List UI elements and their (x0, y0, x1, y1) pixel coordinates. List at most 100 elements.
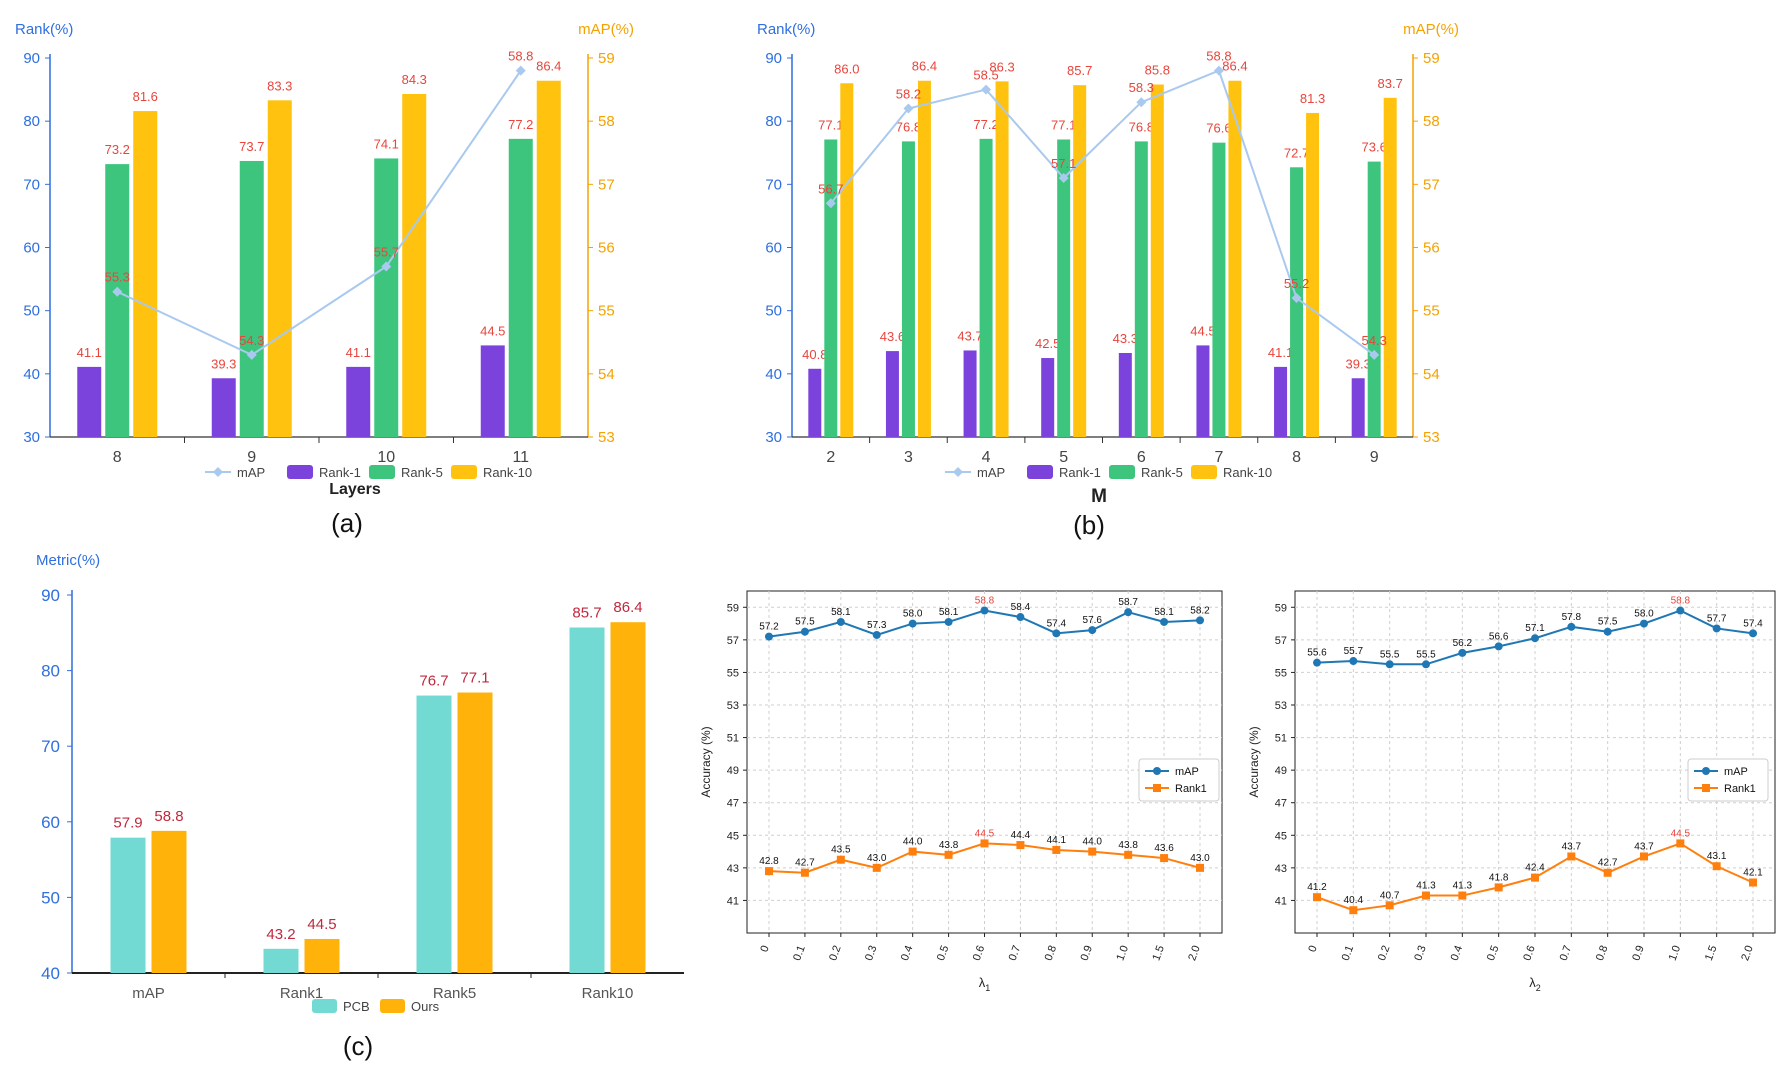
bar-value-label: 86.4 (613, 599, 642, 616)
legend-label: Ours (411, 999, 440, 1014)
bar-rank-1 (1274, 366, 1288, 437)
right-tick-label: 54 (1423, 366, 1440, 383)
map-value-label: 58.3 (1129, 80, 1154, 95)
bar-value-label: 41.1 (346, 345, 371, 360)
bar-value-label: 77.1 (460, 670, 489, 687)
right-tick-label: 53 (1423, 429, 1440, 446)
point-value-label: 42.7 (795, 858, 815, 869)
map-value-label: 54.3 (239, 333, 264, 348)
left-tick-label: 90 (765, 50, 782, 67)
bar-rank-10 (840, 83, 854, 438)
y-tick-label: 49 (1275, 765, 1287, 777)
point-map (1349, 657, 1358, 666)
point-value-label: 58.2 (1190, 605, 1210, 616)
right-tick-label: 56 (598, 240, 615, 257)
x-tick-label: 0.6 (1521, 944, 1538, 962)
y-tick-label: 55 (727, 667, 739, 679)
point-value-label: 57.5 (1598, 617, 1618, 628)
chart-e-lambda2: 41 43 45 47 49 51 53 55 57 59 0 0.1 0.2 0.3 0.4 0.5 0.6 0… (1247, 590, 1776, 993)
point-map (908, 619, 917, 628)
point-value-label: 57.3 (867, 620, 887, 631)
bar-value-label: 76.8 (1129, 119, 1154, 134)
bar-value-label: 77.1 (818, 117, 843, 132)
bar-value-label: 57.9 (113, 815, 142, 832)
x-tick-label: 1.5 (1150, 944, 1167, 962)
right-tick-label: 59 (1423, 50, 1440, 67)
left-tick-label: 60 (765, 240, 782, 257)
bar-value-label: 83.3 (267, 78, 292, 93)
map-value-label: 55.2 (1284, 276, 1309, 291)
point-value-label: 43.8 (939, 840, 959, 851)
x-tick-label: 0.2 (827, 944, 844, 962)
point-value-label: 55.6 (1307, 648, 1327, 659)
y-tick-label: 53 (727, 700, 739, 712)
legend-label: mAP (1724, 766, 1748, 778)
x-tick-label: 0.8 (1594, 944, 1611, 962)
point-value-label: 58.7 (1118, 597, 1138, 608)
chart-c-pcb-vs-ours: Metric(%) 40 50 60 70 80 90 mAP 57.9 58.8 Rank1 43.… (36, 552, 684, 1061)
legend-label: Rank-5 (401, 465, 443, 480)
figure-caption: (b) (1073, 510, 1105, 540)
map-line (116, 70, 522, 357)
y-tick-label: 80 (41, 662, 60, 681)
left-tick-label: 40 (765, 366, 782, 383)
x-tick-label: Rank1 (280, 985, 323, 1002)
point-value-label: 58.4 (1011, 602, 1031, 613)
point-value-label: 57.2 (759, 622, 779, 633)
right-tick-label: 55 (598, 303, 615, 320)
bar-value-label: 76.7 (419, 673, 448, 690)
legend-label: PCB (343, 999, 370, 1014)
bar-rank-10 (1150, 84, 1164, 437)
point-rank1 (1349, 906, 1358, 915)
y-axis-title: Accuracy (%) (1247, 726, 1261, 797)
map-value-label: 56.7 (818, 181, 843, 196)
y-tick-label: 55 (1275, 667, 1287, 679)
x-tick-label: 0.7 (1558, 944, 1575, 962)
x-tick-label: 8 (1292, 449, 1301, 466)
bar-value-label: 41.1 (1268, 345, 1293, 360)
point-rank1 (944, 850, 953, 859)
right-tick-label: 55 (1423, 303, 1440, 320)
x-tick-label: 2 (826, 449, 835, 466)
left-tick-label: 80 (23, 113, 40, 130)
bar-rank-5 (979, 138, 993, 437)
chart-b-m: Rank(%) mAP(%)304050607080905354555657585… (757, 21, 1459, 540)
point-value-label: 44.0 (903, 837, 923, 848)
bar-value-label: 43.2 (266, 926, 295, 943)
bar-rank-1 (963, 350, 977, 437)
x-tick-label: 1.0 (1114, 944, 1131, 962)
point-value-label: 57.7 (1707, 613, 1727, 624)
point-value-label: 58.0 (903, 609, 923, 620)
legend-label: Rank1 (1724, 783, 1756, 795)
point-value-label: 58.1 (831, 607, 851, 618)
left-tick-label: 80 (765, 113, 782, 130)
bar-rank-10 (995, 81, 1009, 437)
x-tick-label: 0.8 (1043, 944, 1060, 962)
bar-rank-5 (1367, 161, 1381, 438)
left-tick-label: 50 (23, 303, 40, 320)
bar-value-label: 76.6 (1206, 121, 1231, 136)
bar-value-label: 77.1 (1051, 117, 1076, 132)
point-map (1016, 613, 1025, 622)
x-tick-label: Rank5 (433, 985, 476, 1002)
point-value-label: 42.1 (1743, 868, 1763, 879)
point-value-label: 58.1 (939, 607, 959, 618)
legend-label: Rank-1 (319, 465, 361, 480)
point-map (1749, 629, 1757, 638)
right-tick-label: 53 (598, 429, 615, 446)
point-map (800, 627, 809, 636)
right-axis-title: mAP(%) (578, 21, 634, 38)
map-value-label: 58.2 (896, 87, 921, 102)
map-value-label: 54.3 (1362, 333, 1387, 348)
y-tick-label: 45 (727, 830, 739, 842)
bar-value-label: 81.6 (133, 89, 158, 104)
legend-swatch-rank-5 (1109, 465, 1135, 479)
point-map (1603, 627, 1612, 636)
point-map (1124, 608, 1133, 617)
bar-value-label: 85.7 (1067, 63, 1092, 78)
point-rank1 (908, 847, 917, 856)
point-rank1 (1313, 893, 1321, 902)
map-line (830, 69, 1375, 356)
bar-rank-10 (1306, 112, 1320, 437)
x-tick-label: 0 (758, 944, 771, 954)
